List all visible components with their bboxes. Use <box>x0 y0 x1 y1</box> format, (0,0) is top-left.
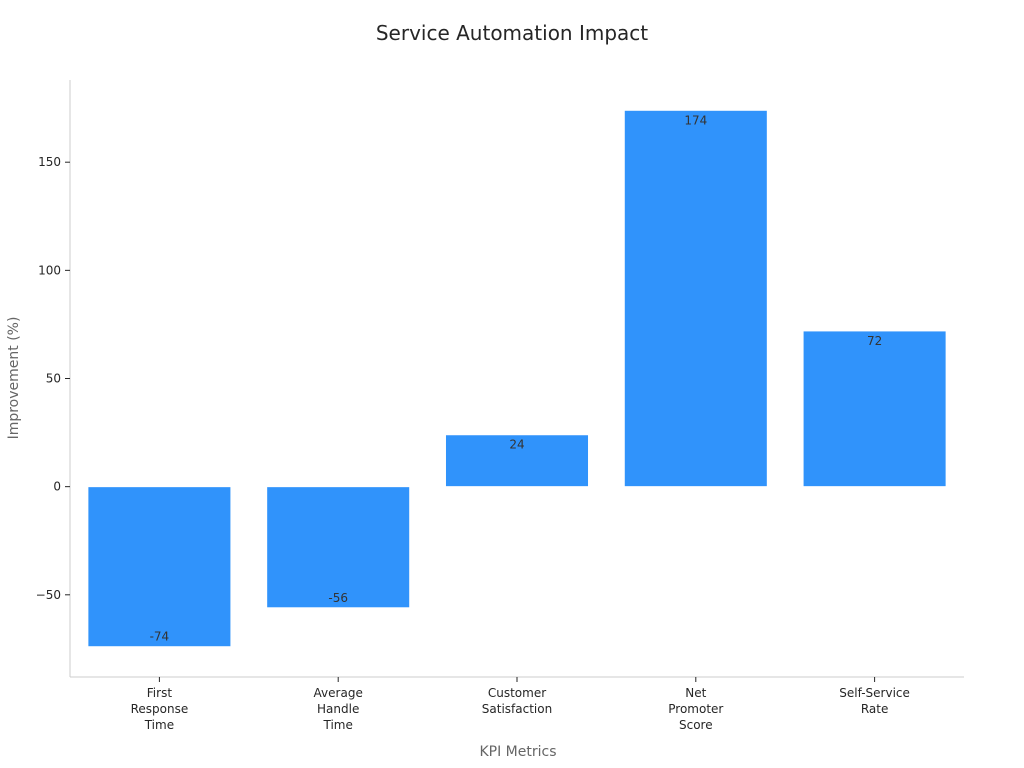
y-axis-title: Improvement (%) <box>6 317 22 440</box>
x-tick-label-line: Self-Service <box>839 686 910 700</box>
x-tick-label-line: Time <box>144 718 174 732</box>
bar <box>266 486 411 609</box>
x-tick-label-line: Customer <box>488 686 546 700</box>
bar <box>623 109 768 488</box>
bar-value-label: 174 <box>684 113 707 127</box>
bar <box>87 486 232 648</box>
plot-area: −50 0 50 100 150 -74 First Response Time -56 Avera… <box>36 80 964 732</box>
x-tick-label: Customer Satisfaction <box>482 686 552 716</box>
x-tick-label-line: First <box>147 686 173 700</box>
y-tick-label: 100 <box>38 263 61 277</box>
y-tick-label: 0 <box>53 480 61 494</box>
bar <box>802 330 947 488</box>
x-tick-label: First Response Time <box>131 686 189 732</box>
x-tick-label-line: Handle <box>317 702 359 716</box>
y-tick-label: −50 <box>36 588 61 602</box>
x-tick-label: Average Handle Time <box>314 686 363 732</box>
bar <box>444 434 590 488</box>
x-tick-label-line: Time <box>323 718 353 732</box>
x-tick-label-line: Response <box>131 702 189 716</box>
x-tick-label-line: Average <box>314 686 363 700</box>
x-tick-label-line: Promoter <box>668 702 723 716</box>
x-tick-label-line: Rate <box>861 702 889 716</box>
chart-title: Service Automation Impact <box>376 21 648 45</box>
x-tick-label-line: Score <box>679 718 713 732</box>
x-tick-label-line: Satisfaction <box>482 702 552 716</box>
bar-value-label: 24 <box>509 438 524 452</box>
y-tick-label: 50 <box>46 372 61 386</box>
x-axis-title: KPI Metrics <box>479 744 556 760</box>
bar-value-label: -56 <box>328 591 348 605</box>
x-tick-label: Net Promoter Score <box>668 686 723 732</box>
bar-value-label: 72 <box>867 334 882 348</box>
x-tick-label-line: Net <box>685 686 706 700</box>
bar-value-label: -74 <box>150 630 170 644</box>
y-tick-label: 150 <box>38 155 61 169</box>
x-tick-label: Self-Service Rate <box>839 686 910 716</box>
